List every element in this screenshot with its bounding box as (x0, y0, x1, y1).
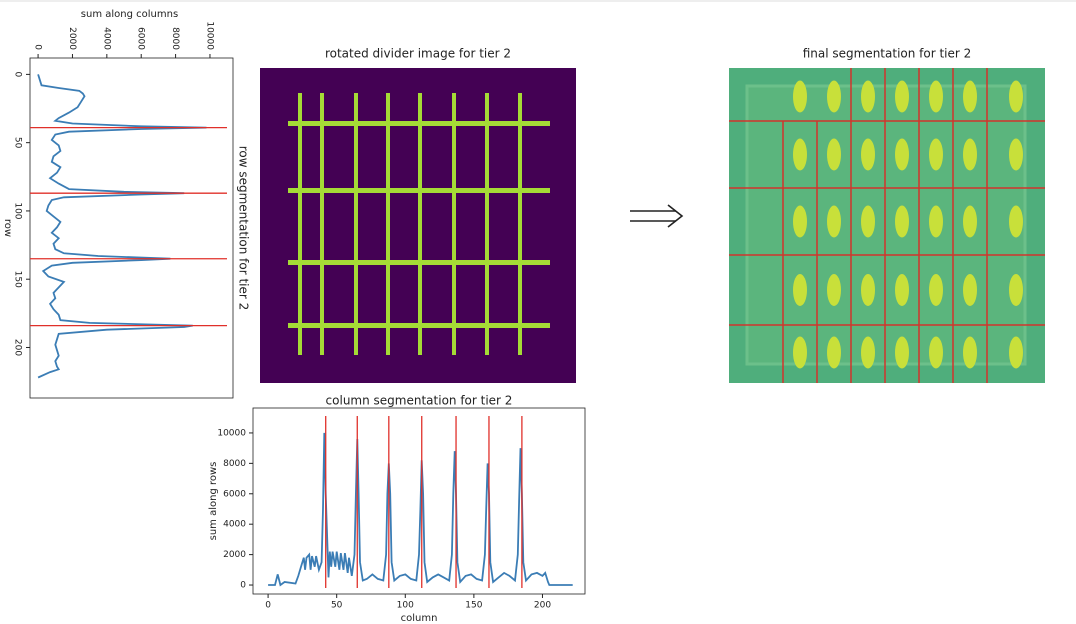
y-tick-label: 2000 (67, 27, 77, 50)
y-tick-label: 0 (33, 44, 43, 50)
segment-blob (929, 80, 943, 113)
segment-blob (793, 205, 807, 238)
segment-blob (1009, 80, 1023, 113)
y-tick-label: 6000 (223, 489, 246, 499)
segment-blob (963, 80, 977, 113)
segment-blob (861, 205, 875, 238)
segment-blob (793, 80, 807, 113)
segment-blob (861, 274, 875, 306)
y-tick-label: 10000 (217, 428, 246, 438)
divider-v (485, 93, 489, 355)
y-axis-label: sum along rows (208, 462, 219, 541)
x-tick-label: 200 (13, 339, 23, 356)
divider-v (452, 93, 456, 355)
segment-blob (963, 205, 977, 238)
segment-blob (827, 336, 841, 369)
x-tick-label: 50 (331, 601, 343, 611)
segment-blob (861, 80, 875, 113)
series-line (268, 432, 573, 587)
divider-v (320, 93, 324, 355)
segment-blob (963, 336, 977, 369)
segment-blob (929, 336, 943, 369)
x-tick-label: 200 (534, 601, 551, 611)
x-axis-label: row (2, 219, 13, 237)
divider-image (260, 68, 576, 383)
image-title: final segmentation for tier 2 (803, 47, 972, 61)
segmentation-image (729, 68, 1045, 383)
x-tick-label: 50 (13, 137, 23, 149)
divider-v (418, 93, 422, 355)
segment-blob (827, 138, 841, 171)
y-tick-label: 6000 (136, 27, 146, 50)
segment-blob (963, 274, 977, 306)
y-tick-label: 10000 (204, 21, 214, 50)
plot-frame (252, 407, 586, 595)
plot-frame (29, 57, 234, 399)
segment-blob (861, 138, 875, 171)
segment-blob (793, 274, 807, 306)
segment-blob (895, 138, 909, 171)
segment-blob (861, 336, 875, 369)
segment-blob (793, 336, 807, 369)
segment-blob (1009, 205, 1023, 238)
segment-blob (895, 205, 909, 238)
divider-v (518, 93, 522, 355)
segment-blob (895, 274, 909, 306)
segment-blob (929, 138, 943, 171)
y-tick-label: 2000 (223, 550, 246, 560)
y-tick-label: 0 (240, 581, 246, 591)
segment-blob (793, 138, 807, 171)
series-line (37, 74, 207, 379)
x-tick-label: 150 (465, 601, 482, 611)
y-axis-label: sum along columns (81, 9, 178, 20)
y-tick-label: 8000 (170, 27, 180, 50)
x-tick-label: 0 (265, 601, 271, 611)
implies-arrow (630, 204, 684, 228)
x-tick-label: 0 (13, 72, 23, 78)
chart-title: row segmentation for tier 2 (237, 146, 251, 311)
x-axis-label: column (401, 613, 438, 624)
segment-blob (895, 80, 909, 113)
divider-v (354, 93, 358, 355)
divider-v (386, 93, 390, 355)
x-tick-label: 100 (397, 601, 414, 611)
segment-blob (827, 205, 841, 238)
segment-blob (827, 274, 841, 306)
y-tick-label: 8000 (223, 459, 246, 469)
y-tick-label: 4000 (101, 27, 111, 50)
image-title: rotated divider image for tier 2 (325, 47, 511, 61)
segment-blob (1009, 138, 1023, 171)
segment-blob (1009, 274, 1023, 306)
segment-blob (827, 80, 841, 113)
chart-title: column segmentation for tier 2 (326, 394, 513, 408)
x-tick-label: 100 (13, 202, 23, 219)
segment-blob (1009, 336, 1023, 369)
y-tick-label: 4000 (223, 520, 246, 530)
segment-blob (895, 336, 909, 369)
x-tick-label: 150 (13, 271, 23, 288)
segment-blob (963, 138, 977, 171)
divider-v (298, 93, 302, 355)
tray (745, 84, 1027, 366)
segment-blob (929, 205, 943, 238)
segment-blob (929, 274, 943, 306)
